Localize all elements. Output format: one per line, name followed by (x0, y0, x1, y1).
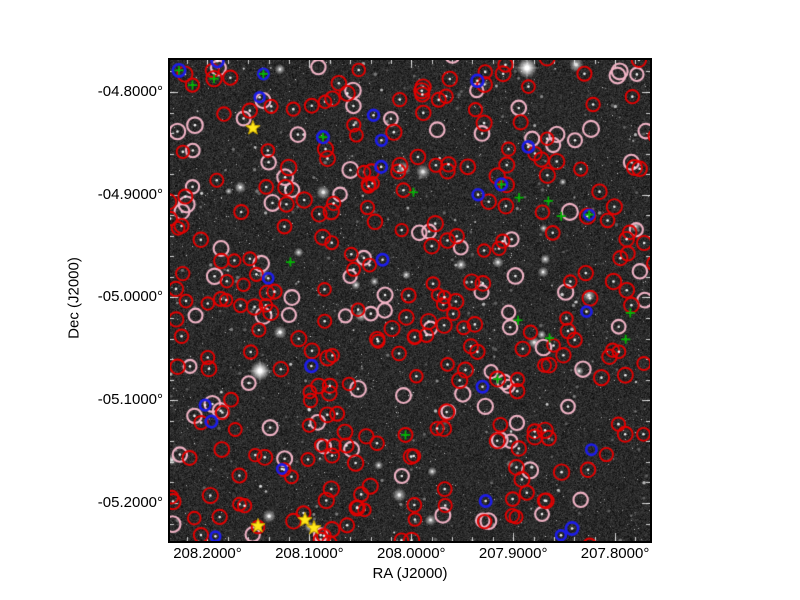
plot-frame (168, 58, 652, 543)
y-tick-label: -04.8000° (97, 82, 163, 100)
x-tick-label: 208.2000° (173, 545, 242, 562)
x-tick-label: 208.1000° (275, 545, 344, 562)
x-axis-title: RA (J2000) (372, 565, 448, 582)
y-tick-label: -05.1000° (97, 391, 163, 409)
x-tick-label: 207.9000° (478, 545, 548, 562)
y-tick-label: -04.9000° (97, 185, 163, 203)
sky-image-canvas (170, 60, 650, 541)
x-tick-label: 208.0000° (376, 545, 446, 562)
y-tick-label: -05.0000° (97, 288, 163, 306)
y-tick-label: -05.2000° (97, 493, 163, 511)
x-tick-label: 207.8000° (580, 545, 650, 562)
